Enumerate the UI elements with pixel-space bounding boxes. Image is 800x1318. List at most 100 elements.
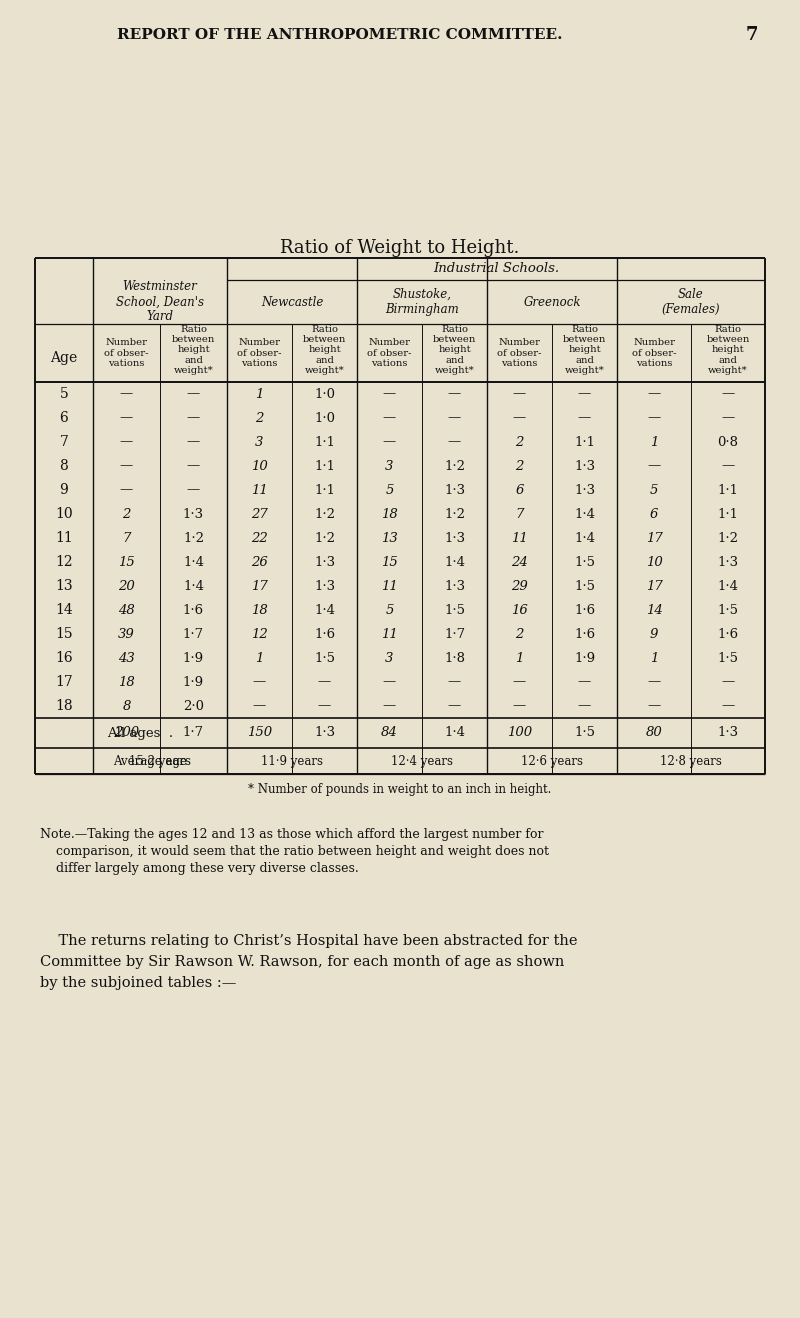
Text: 1·2: 1·2 xyxy=(183,531,204,544)
Text: —: — xyxy=(513,676,526,688)
Text: 1·1: 1·1 xyxy=(718,484,738,497)
Text: 1·4: 1·4 xyxy=(574,531,595,544)
Text: —: — xyxy=(448,435,461,448)
Text: Ratio
between
height
and
weight*: Ratio between height and weight* xyxy=(303,324,346,376)
Text: 2: 2 xyxy=(515,627,524,641)
Text: 2: 2 xyxy=(122,507,130,521)
Text: 3: 3 xyxy=(386,460,394,472)
Text: —: — xyxy=(120,411,133,424)
Text: 1·8: 1·8 xyxy=(444,651,465,664)
Text: 14: 14 xyxy=(646,604,662,617)
Text: 1·5: 1·5 xyxy=(718,604,738,617)
Text: Sale
(Females): Sale (Females) xyxy=(662,289,720,316)
Text: —: — xyxy=(647,460,661,472)
Text: —: — xyxy=(578,676,591,688)
Text: 0·8: 0·8 xyxy=(718,435,738,448)
Text: —: — xyxy=(383,676,396,688)
Text: 15·2 years: 15·2 years xyxy=(129,754,191,767)
Text: 17: 17 xyxy=(251,580,268,593)
Text: 1·7: 1·7 xyxy=(183,627,204,641)
Text: —: — xyxy=(187,411,200,424)
Text: 1: 1 xyxy=(650,651,658,664)
Text: The returns relating to Christ’s Hospital have been abstracted for the: The returns relating to Christ’s Hospita… xyxy=(40,934,578,948)
Text: 1·4: 1·4 xyxy=(444,555,465,568)
Text: 1·7: 1·7 xyxy=(183,726,204,739)
Text: 1·2: 1·2 xyxy=(718,531,738,544)
Text: 7: 7 xyxy=(515,507,524,521)
Text: 18: 18 xyxy=(251,604,268,617)
Text: —: — xyxy=(120,435,133,448)
Text: 1·9: 1·9 xyxy=(574,651,595,664)
Text: 2: 2 xyxy=(515,460,524,472)
Text: Ratio
between
height
and
weight*: Ratio between height and weight* xyxy=(172,324,215,376)
Text: —: — xyxy=(578,411,591,424)
Text: 1: 1 xyxy=(650,435,658,448)
Text: 1·3: 1·3 xyxy=(718,726,738,739)
Text: 9: 9 xyxy=(650,627,658,641)
Text: Greenock: Greenock xyxy=(523,295,581,308)
Text: 1·0: 1·0 xyxy=(314,411,335,424)
Text: —: — xyxy=(722,460,734,472)
Text: 100: 100 xyxy=(507,726,532,739)
Text: Number
of obser-
vations: Number of obser- vations xyxy=(367,339,412,368)
Text: 17: 17 xyxy=(646,531,662,544)
Text: —: — xyxy=(513,411,526,424)
Text: 15: 15 xyxy=(118,555,135,568)
Text: 1·2: 1·2 xyxy=(444,507,465,521)
Text: —: — xyxy=(448,387,461,401)
Text: 11: 11 xyxy=(381,627,398,641)
Text: 11: 11 xyxy=(511,531,528,544)
Text: 1·3: 1·3 xyxy=(314,726,335,739)
Text: 12: 12 xyxy=(55,555,73,569)
Text: 1·9: 1·9 xyxy=(183,676,204,688)
Text: REPORT OF THE ANTHROPOMETRIC COMMITTEE.: REPORT OF THE ANTHROPOMETRIC COMMITTEE. xyxy=(118,28,562,42)
Text: 7: 7 xyxy=(746,26,758,43)
Text: 18: 18 xyxy=(381,507,398,521)
Text: —: — xyxy=(513,387,526,401)
Text: 1·9: 1·9 xyxy=(183,651,204,664)
Text: 1·6: 1·6 xyxy=(718,627,738,641)
Text: Ratio of Weight to Height.: Ratio of Weight to Height. xyxy=(280,239,520,257)
Text: 10: 10 xyxy=(55,507,73,521)
Text: 1·1: 1·1 xyxy=(718,507,738,521)
Text: Industrial Schools.: Industrial Schools. xyxy=(433,262,559,275)
Text: —: — xyxy=(120,460,133,472)
Text: —: — xyxy=(253,700,266,713)
Text: —: — xyxy=(187,484,200,497)
Text: Newcastle: Newcastle xyxy=(261,295,323,308)
Text: 1: 1 xyxy=(255,387,264,401)
Text: —: — xyxy=(722,387,734,401)
Text: 6: 6 xyxy=(515,484,524,497)
Text: 1·3: 1·3 xyxy=(444,580,465,593)
Text: —: — xyxy=(722,700,734,713)
Text: 1·7: 1·7 xyxy=(444,627,465,641)
Text: 2: 2 xyxy=(515,435,524,448)
Text: 1·5: 1·5 xyxy=(574,555,595,568)
Text: 1·5: 1·5 xyxy=(574,726,595,739)
Text: * Number of pounds in weight to an inch in height.: * Number of pounds in weight to an inch … xyxy=(248,783,552,796)
Text: Ratio
between
height
and
weight*: Ratio between height and weight* xyxy=(563,324,606,376)
Text: 13: 13 xyxy=(381,531,398,544)
Text: 1·1: 1·1 xyxy=(314,484,335,497)
Text: 11: 11 xyxy=(55,531,73,546)
Text: 48: 48 xyxy=(118,604,135,617)
Text: 24: 24 xyxy=(511,555,528,568)
Text: —: — xyxy=(578,387,591,401)
Text: —: — xyxy=(253,676,266,688)
Text: 5: 5 xyxy=(60,387,68,401)
Text: Ratio
between
height
and
weight*: Ratio between height and weight* xyxy=(433,324,476,376)
Text: 2: 2 xyxy=(255,411,264,424)
Text: 5: 5 xyxy=(386,484,394,497)
Text: 1·1: 1·1 xyxy=(314,435,335,448)
Text: —: — xyxy=(448,676,461,688)
Text: 20: 20 xyxy=(118,580,135,593)
Text: 1·6: 1·6 xyxy=(183,604,204,617)
Text: Committee by Sir Rawson W. Rawson, for each month of age as shown: Committee by Sir Rawson W. Rawson, for e… xyxy=(40,956,564,969)
Text: 1·4: 1·4 xyxy=(183,580,204,593)
Text: —: — xyxy=(187,387,200,401)
Text: 1·6: 1·6 xyxy=(574,627,595,641)
Text: —: — xyxy=(383,435,396,448)
Text: 1·2: 1·2 xyxy=(314,531,335,544)
Text: 1·0: 1·0 xyxy=(314,387,335,401)
Text: All ages  .: All ages . xyxy=(107,726,173,739)
